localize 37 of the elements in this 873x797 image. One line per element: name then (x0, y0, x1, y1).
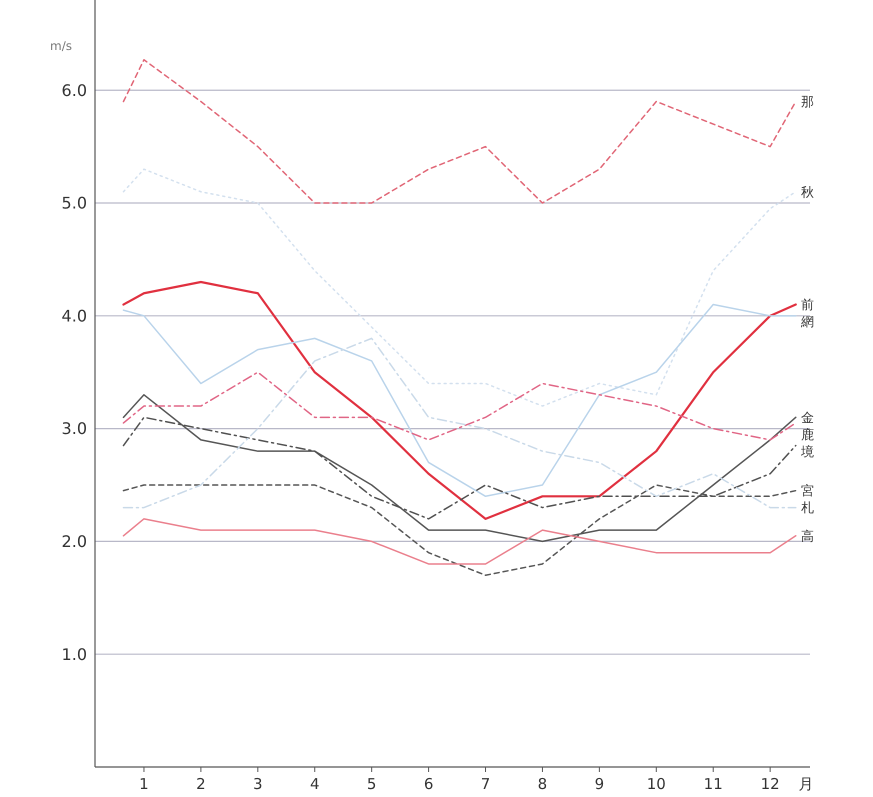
x-tick-label: 10 (646, 775, 666, 793)
series-label: 札 (800, 501, 814, 516)
y-tick-label: 2.0 (62, 532, 87, 552)
series-label: 宮 (800, 483, 814, 500)
x-tick-label: 9 (594, 775, 604, 793)
series-label: 金 (800, 410, 814, 426)
x-tick-label: 2 (196, 775, 206, 793)
x-tick-label: 7 (480, 775, 490, 793)
x-axis-title: 月 (798, 775, 814, 793)
line-series (122, 338, 797, 508)
line-series (122, 304, 797, 498)
x-tick-label: 8 (538, 775, 548, 793)
series-label: 秋 (800, 185, 814, 200)
x-tick-label: 3 (253, 775, 263, 793)
series-label: 網 (800, 315, 814, 330)
series-label: 境 (800, 444, 814, 460)
x-tick-label: 5 (366, 775, 376, 793)
series-label: 鹿 (800, 428, 814, 443)
y-tick-label: 5.0 (62, 194, 87, 213)
line-series (122, 59, 797, 204)
line-series (122, 168, 797, 407)
y-tick-label: 3.0 (62, 419, 87, 438)
y-tick-label: 1.0 (62, 644, 87, 664)
y-axis-title: m/s (50, 39, 72, 53)
line-series (122, 518, 797, 565)
x-tick-label: 11 (704, 775, 723, 793)
series-label: 那 (800, 95, 814, 110)
line-series (122, 371, 797, 441)
line-series (122, 280, 797, 520)
y-tick-label: 6.0 (62, 80, 87, 100)
series-label: 高 (800, 528, 814, 544)
x-tick-label: 6 (424, 775, 434, 793)
y-tick-label: 4.0 (62, 306, 87, 326)
x-tick-label: 1 (139, 775, 149, 793)
series-label: 前 (800, 298, 814, 314)
x-tick-label: 12 (760, 775, 780, 793)
x-tick-label: 4 (310, 775, 320, 793)
